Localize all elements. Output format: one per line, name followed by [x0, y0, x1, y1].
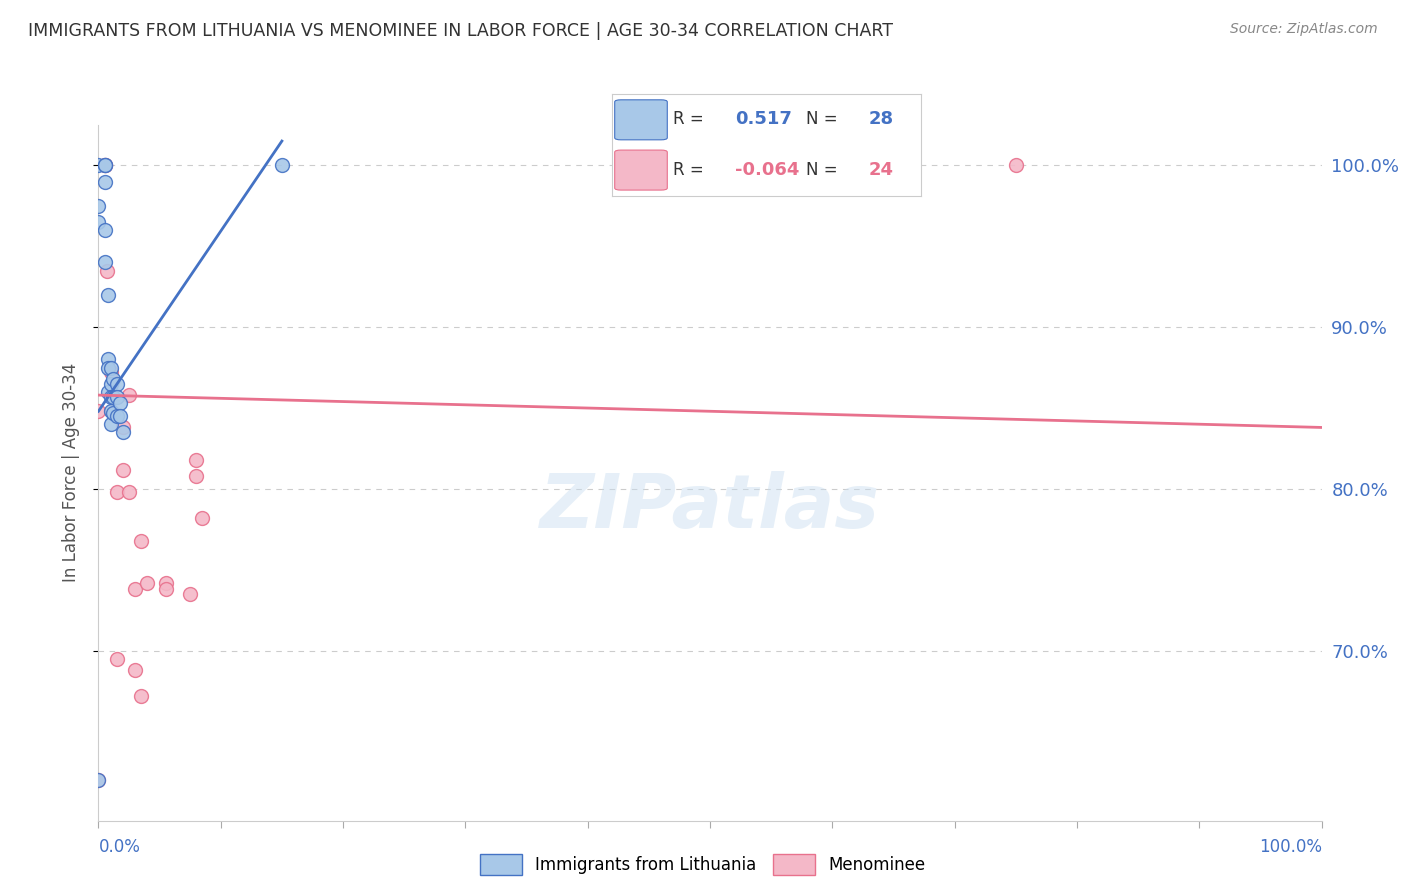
Text: Source: ZipAtlas.com: Source: ZipAtlas.com: [1230, 22, 1378, 37]
Point: [97, 287, 120, 301]
Text: N =: N =: [807, 111, 838, 128]
Point: [101, 406, 124, 420]
Point: [87, 158, 110, 172]
Text: R =: R =: [673, 161, 704, 178]
Point: [105, 376, 128, 391]
Point: [100, 390, 122, 404]
Point: [124, 582, 146, 597]
Point: [105, 390, 128, 404]
Point: [124, 663, 146, 677]
Point: [129, 533, 152, 548]
FancyBboxPatch shape: [614, 100, 668, 140]
Text: IMMIGRANTS FROM LITHUANIA VS MENOMINEE IN LABOR FORCE | AGE 30-34 CORRELATION CH: IMMIGRANTS FROM LITHUANIA VS MENOMINEE I…: [28, 22, 893, 40]
Legend: Immigrants from Lithuania, Menominee: Immigrants from Lithuania, Menominee: [481, 855, 925, 875]
Point: [105, 652, 128, 666]
Point: [186, 452, 208, 467]
Point: [105, 409, 128, 424]
Point: [96, 263, 118, 277]
Point: [118, 388, 141, 402]
Text: ZIPatlas: ZIPatlas: [540, 471, 880, 544]
Point: [93, 255, 115, 269]
Point: [87, 404, 110, 418]
Point: [93, 174, 115, 188]
Point: [93, 223, 115, 237]
Y-axis label: In Labor Force | Age 30-34: In Labor Force | Age 30-34: [62, 363, 80, 582]
Point: [111, 462, 134, 476]
Point: [111, 425, 134, 440]
Point: [118, 485, 141, 500]
FancyBboxPatch shape: [614, 150, 668, 190]
Point: [186, 469, 208, 483]
Point: [110, 396, 132, 410]
Point: [87, 773, 110, 788]
Point: [129, 689, 152, 703]
Point: [100, 366, 122, 380]
Point: [100, 417, 122, 432]
Point: [111, 420, 134, 434]
Point: [93, 158, 115, 172]
Text: 0.517: 0.517: [735, 111, 792, 128]
Point: [155, 575, 177, 590]
Point: [97, 360, 120, 375]
Point: [93, 158, 115, 172]
Text: R =: R =: [673, 111, 704, 128]
Point: [179, 587, 201, 601]
Point: [100, 360, 122, 375]
Point: [155, 582, 177, 597]
Point: [93, 158, 115, 172]
Point: [87, 199, 110, 213]
Point: [191, 511, 214, 525]
Point: [136, 575, 159, 590]
Point: [97, 384, 120, 399]
Point: [87, 215, 110, 229]
Text: 100.0%: 100.0%: [1258, 838, 1322, 856]
Point: [101, 372, 124, 386]
Text: N =: N =: [807, 161, 838, 178]
Point: [101, 390, 124, 404]
Text: 28: 28: [869, 111, 893, 128]
Text: -0.064: -0.064: [735, 161, 800, 178]
Point: [100, 404, 122, 418]
Point: [1004, 158, 1026, 172]
Point: [110, 409, 132, 424]
Text: 0.0%: 0.0%: [98, 838, 141, 856]
Point: [100, 376, 122, 391]
Text: 24: 24: [869, 161, 893, 178]
Point: [97, 352, 120, 367]
Point: [105, 485, 128, 500]
Point: [93, 158, 115, 172]
Point: [270, 158, 294, 172]
Point: [87, 773, 110, 788]
